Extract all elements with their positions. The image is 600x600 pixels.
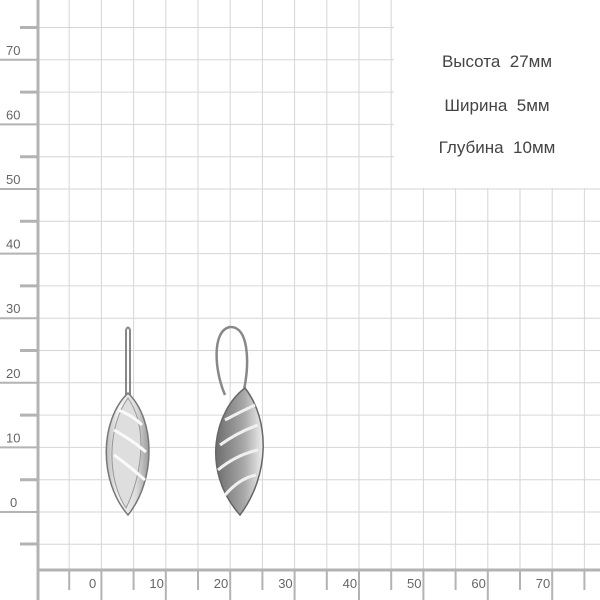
y-tick-label: 20 xyxy=(6,366,20,381)
x-tick-label: 30 xyxy=(278,576,292,591)
width-dimension: Ширина 5мм xyxy=(444,96,550,115)
y-tick-label: 0 xyxy=(10,495,17,510)
height-dimension: Высота 27мм xyxy=(441,52,553,71)
y-tick-label: 40 xyxy=(6,237,20,252)
x-tick-label: 20 xyxy=(214,576,228,591)
dimensions-panel: Высота 27мм Ширина 5мм Глубина 10мм xyxy=(394,0,600,188)
depth-dimension: Глубина 10мм xyxy=(438,138,556,157)
y-tick-label: 30 xyxy=(6,301,20,316)
y-tick-label: 10 xyxy=(6,430,20,445)
earring-front xyxy=(105,326,150,517)
x-tick-label: 40 xyxy=(343,576,357,591)
y-tick-label: 50 xyxy=(6,172,20,187)
x-tick-label: 0 xyxy=(89,576,96,591)
y-tick-label: 60 xyxy=(6,107,20,122)
earring-side xyxy=(215,325,264,517)
x-tick-label: 50 xyxy=(407,576,421,591)
x-tick-label: 10 xyxy=(149,576,163,591)
y-tick-label: 70 xyxy=(6,43,20,58)
x-tick-label: 60 xyxy=(471,576,485,591)
x-tick-label: 70 xyxy=(536,576,550,591)
